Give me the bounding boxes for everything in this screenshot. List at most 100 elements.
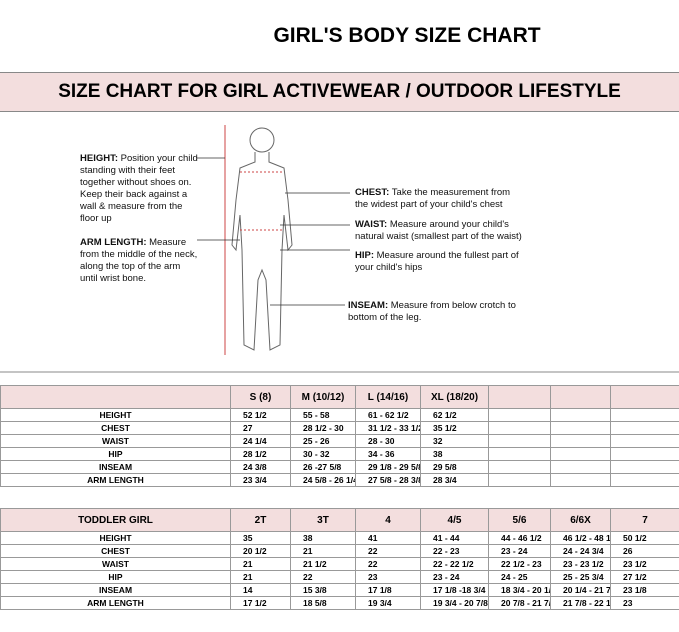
cell: 23 1/2 bbox=[610, 557, 679, 571]
cell: 28 1/2 - 30 bbox=[290, 421, 356, 435]
cell: 30 - 32 bbox=[290, 447, 356, 461]
data-row: HEIGHT 52 1/2 55 - 58 61 - 62 1/2 62 1/2 bbox=[0, 408, 679, 422]
header-cell: 2T bbox=[230, 508, 291, 532]
text: HEIGHT: bbox=[80, 153, 118, 164]
cell: 24 3/8 bbox=[230, 460, 291, 474]
text: ARM LENGTH: bbox=[80, 237, 147, 248]
instruction: ARM LENGTH: Measure from the middle of t… bbox=[80, 237, 198, 285]
cell: 31 1/2 - 33 1/2 bbox=[355, 421, 421, 435]
cell: 21 bbox=[290, 544, 356, 558]
cell: 26 -27 5/8 bbox=[290, 460, 356, 474]
cell bbox=[488, 408, 551, 422]
data-row: CHEST 27 28 1/2 - 30 31 1/2 - 33 1/2 35 1/2 bbox=[0, 421, 679, 435]
header-cell: L (14/16) bbox=[355, 385, 421, 409]
cell bbox=[610, 460, 679, 474]
cell: 24 5/8 - 26 1/4 bbox=[290, 473, 356, 487]
cell bbox=[610, 421, 679, 435]
cell: 24 1/4 bbox=[230, 434, 291, 448]
text: CHEST: bbox=[355, 187, 390, 198]
text: INSEAM: bbox=[348, 300, 389, 311]
cell bbox=[550, 460, 611, 474]
header-cell: XL (18/20) bbox=[420, 385, 489, 409]
row-label: HIP bbox=[0, 447, 231, 461]
row-label: CHEST bbox=[0, 544, 231, 558]
cell: 61 - 62 1/2 bbox=[355, 408, 421, 422]
cell: 27 bbox=[230, 421, 291, 435]
cell: 50 1/2 bbox=[610, 531, 679, 545]
cell: 41 - 44 bbox=[420, 531, 489, 545]
cell: 17 1/2 bbox=[230, 596, 291, 610]
cell bbox=[488, 460, 551, 474]
cell bbox=[550, 421, 611, 435]
subtitle: SIZE CHART FOR GIRL ACTIVEWEAR / OUTDOOR… bbox=[58, 81, 621, 102]
cell: 44 - 46 1/2 bbox=[488, 531, 551, 545]
cell: 28 3/4 bbox=[420, 473, 489, 487]
cell: 23 - 24 bbox=[420, 570, 489, 584]
header-cell: 4 bbox=[355, 508, 421, 532]
cell: 38 bbox=[420, 447, 489, 461]
cell bbox=[488, 447, 551, 461]
cell: 21 bbox=[230, 557, 291, 571]
header-cell: M (10/12) bbox=[290, 385, 356, 409]
header-cell: S (8) bbox=[230, 385, 291, 409]
header-row: S (8) M (10/12) L (14/16) XL (18/20) bbox=[0, 385, 679, 409]
text: Measure from below crotch to bottom of t… bbox=[348, 300, 516, 323]
cell bbox=[488, 434, 551, 448]
header-cell: 6/6X bbox=[550, 508, 611, 532]
cell: 23 1/8 bbox=[610, 583, 679, 597]
instruction: HIP: Measure around the fullest part of … bbox=[355, 250, 520, 274]
cell: 24 - 24 3/4 bbox=[550, 544, 611, 558]
header-cell: 4/5 bbox=[420, 508, 489, 532]
cell: 32 bbox=[420, 434, 489, 448]
row-label: ARM LENGTH bbox=[0, 596, 231, 610]
cell: 29 1/8 - 29 5/8 bbox=[355, 460, 421, 474]
cell: 22 - 23 bbox=[420, 544, 489, 558]
cell: 23 bbox=[355, 570, 421, 584]
cell: 18 3/4 - 20 1/4 bbox=[488, 583, 551, 597]
data-row: INSEAM 14 15 3/8 17 1/8 17 1/8 -18 3/4 18 3/4… bbox=[0, 583, 679, 597]
instruction: INSEAM: Measure from below crotch to bot… bbox=[348, 300, 528, 324]
header-cell: TODDLER GIRL bbox=[0, 508, 231, 532]
cell: 62 1/2 bbox=[420, 408, 489, 422]
cell: 17 1/8 -18 3/4 bbox=[420, 583, 489, 597]
cell: 23 - 23 1/2 bbox=[550, 557, 611, 571]
data-row: WAIST 21 21 1/2 22 22 - 22 1/2 22 1/2 - 23 23 … bbox=[0, 557, 679, 571]
cell: 23 - 24 bbox=[488, 544, 551, 558]
data-row: INSEAM 24 3/8 26 -27 5/8 29 1/8 - 29 5/8 29 … bbox=[0, 460, 679, 474]
cell: 26 bbox=[610, 544, 679, 558]
row-label: HEIGHT bbox=[0, 408, 231, 422]
cell: 22 bbox=[290, 570, 356, 584]
cell: 22 - 22 1/2 bbox=[420, 557, 489, 571]
cell: 22 1/2 - 23 bbox=[488, 557, 551, 571]
cell bbox=[610, 408, 679, 422]
cell bbox=[488, 421, 551, 435]
text: Position your child standing with their … bbox=[80, 153, 198, 224]
cell: 22 bbox=[355, 544, 421, 558]
cell: 55 - 58 bbox=[290, 408, 356, 422]
cell: 19 3/4 bbox=[355, 596, 421, 610]
cell: 23 bbox=[610, 596, 679, 610]
instruction: HEIGHT: Position your child standing wit… bbox=[80, 153, 202, 225]
cell: 20 7/8 - 21 7/8 bbox=[488, 596, 551, 610]
text: Measure around the fullest part of your … bbox=[355, 250, 519, 273]
cell bbox=[550, 447, 611, 461]
data-row: CHEST 20 1/2 21 22 22 - 23 23 - 24 24 - 24 3/4… bbox=[0, 544, 679, 558]
subtitle-band bbox=[0, 72, 679, 112]
cell bbox=[610, 473, 679, 487]
header-cell bbox=[550, 385, 611, 409]
cell: 27 5/8 - 28 3/8 bbox=[355, 473, 421, 487]
cell bbox=[610, 447, 679, 461]
row-label: HIP bbox=[0, 570, 231, 584]
header-cell bbox=[0, 385, 231, 409]
cell: 28 1/2 bbox=[230, 447, 291, 461]
cell: 14 bbox=[230, 583, 291, 597]
header-cell: 3T bbox=[290, 508, 356, 532]
cell: 34 - 36 bbox=[355, 447, 421, 461]
cell bbox=[550, 473, 611, 487]
row-label: WAIST bbox=[0, 434, 231, 448]
cell: 41 bbox=[355, 531, 421, 545]
cell: 25 - 26 bbox=[290, 434, 356, 448]
page-title: GIRL'S BODY SIZE CHART bbox=[273, 24, 541, 47]
girl-size-table: S (8) M (10/12) L (14/16) XL (18/20) HEIGHT 5… bbox=[0, 385, 679, 487]
